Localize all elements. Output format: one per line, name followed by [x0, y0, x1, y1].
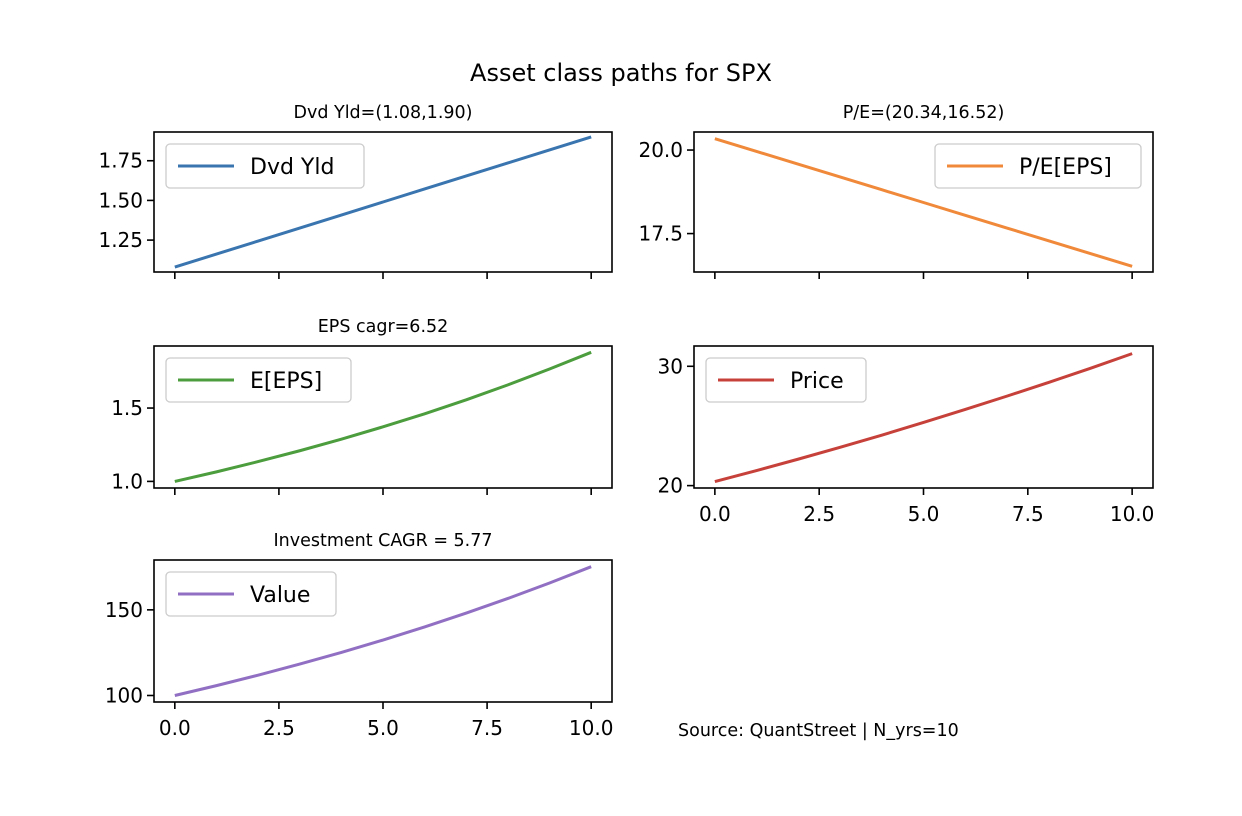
series-line — [174, 565, 592, 697]
series-line — [174, 350, 592, 483]
y-tick-label: 17.5 — [638, 222, 683, 246]
legend-box — [934, 143, 1142, 189]
x-tick-label: 7.5 — [1012, 502, 1044, 526]
legend: Price — [705, 357, 867, 403]
x-tick-label: 2.5 — [263, 716, 295, 740]
footnote: Source: QuantStreet | N_yrs=10 — [678, 721, 959, 741]
figure-title: Asset class paths for SPX — [470, 59, 772, 87]
subplot-title: Investment CAGR = 5.77 — [273, 531, 492, 551]
subplot-3: EPS cagr=6.52 1.0 1.5 E[EPS] — [111, 317, 613, 495]
y-tick-label: 20.0 — [638, 138, 683, 162]
legend-label: Value — [250, 583, 310, 608]
y-tick-label: 1.0 — [111, 469, 143, 493]
legend-label: E[EPS] — [250, 369, 322, 394]
legend: P/E[EPS] — [934, 143, 1142, 189]
x-tick-label: 0.0 — [159, 716, 191, 740]
y-tick-label: 30 — [658, 354, 683, 378]
y-tick-label: 20 — [658, 474, 683, 498]
legend-label: Dvd Yld — [250, 155, 334, 180]
x-tick-label: 2.5 — [803, 502, 835, 526]
subplot-5: Investment CAGR = 5.77 0.0 2.5 5.0 7.5 10.0 10… — [105, 531, 614, 740]
subplot-2: P/E=(20.34,16.52) 17.5 20.0 P/E[EPS] — [638, 103, 1154, 279]
legend: E[EPS] — [165, 357, 352, 403]
y-tick-label: 1.25 — [98, 228, 143, 252]
legend-box — [165, 143, 365, 189]
y-tick-label: 1.75 — [98, 149, 143, 173]
legend-label: Price — [790, 369, 844, 394]
y-tick-label: 1.5 — [111, 396, 143, 420]
subplots: Dvd Yld=(1.08,1.90) 1.25 1.50 1.75 Dvd Yld P/… — [98, 103, 1154, 740]
legend: Dvd Yld — [165, 143, 365, 189]
series-line — [714, 137, 1133, 268]
subplot-4: 0.0 2.5 5.0 7.5 10.0 20 30 Price — [658, 345, 1155, 526]
subplot-title: P/E=(20.34,16.52) — [843, 103, 1005, 123]
legend-box — [165, 357, 352, 403]
y-tick-label: 1.50 — [98, 188, 143, 212]
subplot-title: EPS cagr=6.52 — [318, 317, 449, 337]
x-tick-label: 10.0 — [569, 716, 614, 740]
legend-box — [165, 571, 337, 617]
x-tick-label: 5.0 — [367, 716, 399, 740]
subplot-title: Dvd Yld=(1.08,1.90) — [294, 103, 473, 123]
x-tick-label: 7.5 — [471, 716, 503, 740]
series-line — [174, 135, 592, 269]
subplot-1: Dvd Yld=(1.08,1.90) 1.25 1.50 1.75 Dvd Yld — [98, 103, 613, 279]
legend-box — [705, 357, 867, 403]
x-tick-label: 5.0 — [908, 502, 940, 526]
series-line — [714, 352, 1133, 484]
legend: Value — [165, 571, 337, 617]
legend-label: P/E[EPS] — [1019, 155, 1112, 180]
x-tick-label: 0.0 — [699, 502, 731, 526]
y-tick-label: 100 — [105, 683, 143, 707]
x-tick-label: 10.0 — [1110, 502, 1155, 526]
y-tick-label: 150 — [105, 598, 143, 622]
